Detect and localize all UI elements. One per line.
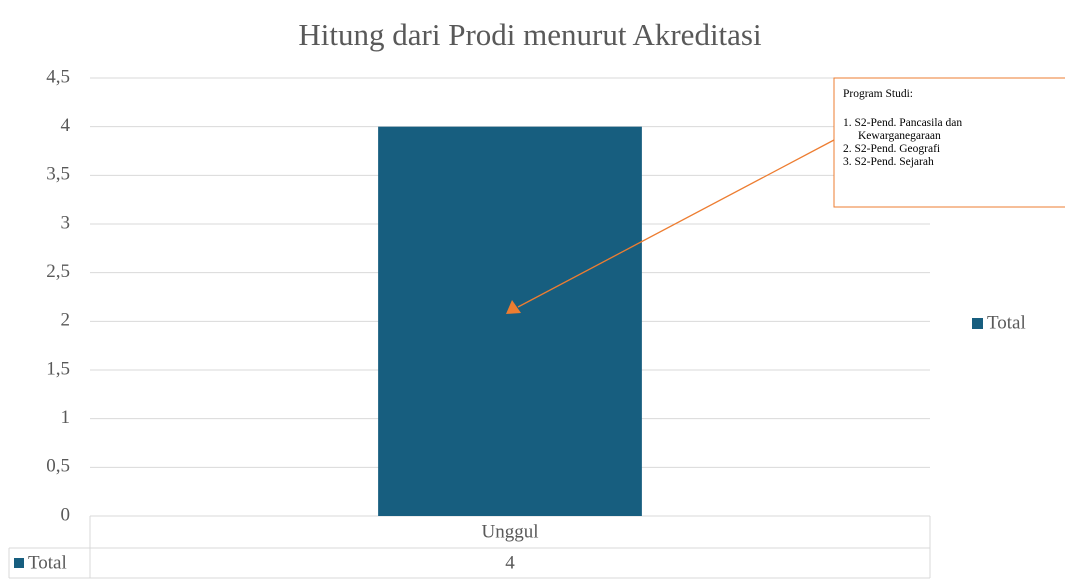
annotation-arrow: [517, 139, 835, 308]
y-tick-label: 2,5: [46, 261, 70, 282]
table-legend-key: [14, 558, 24, 568]
annotation-item: 1. S2-Pend. Pancasila dan Kewarganegaraa…: [843, 117, 963, 142]
annotation-item: 3. S2-Pend. Sejarah: [843, 156, 934, 168]
y-tick-label: 0,5: [46, 456, 70, 477]
bar: [378, 126, 642, 517]
annotation-box: [833, 77, 1065, 208]
table-series-name: Total: [28, 552, 67, 573]
annotation-title: Program Studi:: [843, 88, 913, 100]
y-tick-label: 1: [61, 407, 71, 428]
annotation-item: 2. S2-Pend. Geografi: [843, 143, 941, 155]
legend-label: Total: [987, 312, 1026, 333]
table-value: 4: [505, 552, 515, 573]
chart-title: Hitung dari Prodi menurut Akreditasi: [298, 17, 762, 52]
legend-key: [972, 318, 983, 329]
annotation-text: Program Studi: 1. S2-Pend. Pancasila dan…: [843, 88, 1043, 169]
y-tick-label: 3: [61, 212, 71, 233]
y-tick-label: 4: [61, 115, 71, 136]
y-tick-label: 3,5: [46, 164, 70, 185]
y-tick-label: 0: [61, 504, 71, 525]
arrow-head: [506, 300, 521, 314]
y-tick-label: 2: [61, 310, 71, 331]
x-tick-label: Unggul: [482, 521, 539, 542]
y-tick-label: 1,5: [46, 358, 70, 379]
y-tick-label: 4,5: [46, 66, 70, 87]
